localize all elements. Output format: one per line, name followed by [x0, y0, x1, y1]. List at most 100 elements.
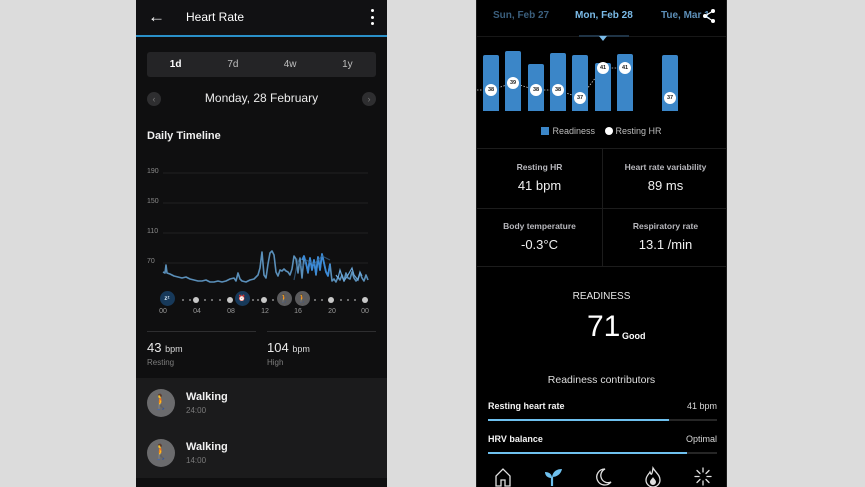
readiness-bar-chart: 38 39 38 38 37 41 41 37 [477, 40, 726, 115]
y-tick: 150 [147, 198, 159, 205]
readiness-rating: Good [622, 331, 646, 341]
resting-hr-point: 38 [552, 84, 564, 96]
heart-rate-summary: 43 bpm Resting 104 bpm High [147, 331, 376, 371]
walking-icon: 🚶 [147, 439, 175, 467]
bottom-tab-bar [477, 466, 726, 487]
high-label: High [267, 358, 284, 367]
metric-resting-hr[interactable]: Resting HR 41 bpm [477, 162, 602, 193]
readiness-bar[interactable] [483, 55, 499, 111]
x-tick: 04 [193, 308, 201, 315]
metric-hrv[interactable]: Heart rate variability 89 ms [603, 162, 726, 193]
sprout-icon[interactable] [543, 466, 563, 487]
tab-7d[interactable]: 7d [227, 59, 239, 70]
heart-rate-screen: ← Heart Rate 1d 7d 4w 1y Monday, 28 Febr… [136, 0, 387, 487]
section-title: Daily Timeline [147, 130, 221, 142]
contributor-hrv-balance[interactable]: HRV balance Optimal [488, 434, 717, 454]
tab-4w[interactable]: 4w [283, 59, 297, 70]
activity-list: 🚶 Walking 24:00 🚶 Walking 14:00 [136, 378, 387, 478]
contributor-progress [488, 452, 717, 454]
hour-dot [261, 297, 267, 303]
day-current[interactable]: Mon, Feb 28 [575, 10, 633, 21]
metric-label: Resting HR [516, 162, 563, 172]
activity-time: 14:00 [186, 456, 207, 465]
tick-dot [182, 299, 184, 301]
flame-icon[interactable] [643, 466, 663, 487]
legend-resting-hr: Resting HR [615, 126, 662, 136]
heart-rate-chart: 190 150 110 70 zᶻ [136, 160, 387, 320]
alarm-clock-icon[interactable]: ⏰ [234, 291, 250, 306]
readiness-bar[interactable] [595, 63, 611, 111]
metric-respiratory-rate[interactable]: Respiratory rate 13.1 /min [603, 221, 726, 252]
resting-hr-point: 41 [619, 62, 631, 74]
contributor-value: Optimal [685, 434, 717, 444]
current-date: Monday, 28 February [204, 91, 319, 105]
metric-body-temperature[interactable]: Body temperature -0.3°C [477, 221, 602, 252]
tick-dot [354, 299, 356, 301]
high-stat: 104 bpm High [267, 331, 376, 367]
legend-readiness: Readiness [552, 126, 595, 136]
resting-unit: bpm [165, 344, 183, 354]
resting-value: 43 [147, 340, 162, 355]
tick-dot [252, 299, 254, 301]
metric-label: Respiratory rate [632, 221, 699, 231]
readiness-swatch-icon [541, 127, 550, 135]
resting-hr-point: 38 [530, 84, 542, 96]
chevron-left-icon[interactable]: ‹ [147, 92, 161, 106]
tick-dot [314, 299, 316, 301]
readiness-bar[interactable] [550, 53, 566, 111]
walking-icon[interactable]: 🚶 [294, 291, 310, 306]
y-tick: 190 [147, 168, 159, 175]
high-value: 104 [267, 340, 289, 355]
walking-icon[interactable]: 🚶 [276, 291, 292, 306]
hour-dot [362, 297, 368, 303]
home-icon[interactable] [493, 466, 513, 487]
kebab-menu-icon[interactable] [369, 9, 375, 25]
metric-value: -0.3°C [521, 237, 558, 252]
tab-1d[interactable]: 1d [169, 59, 182, 70]
day-next[interactable]: Tue, Mar 1 [661, 10, 710, 21]
metrics-grid: Resting HR 41 bpm Heart rate variability… [477, 148, 726, 267]
contributor-value: 41 bpm [686, 401, 717, 411]
x-tick: 08 [227, 308, 235, 315]
chart-legend: Readiness Resting HR [477, 126, 726, 136]
tick-dot [321, 299, 323, 301]
resting-hr-swatch-icon [604, 127, 613, 135]
activity-time: 24:00 [186, 406, 207, 415]
arrow-left-icon[interactable]: ← [148, 7, 165, 26]
divider [602, 149, 603, 266]
moon-icon[interactable] [593, 466, 613, 487]
hour-dot [227, 297, 233, 303]
metric-value: 41 bpm [517, 178, 562, 193]
contributor-progress [488, 419, 717, 421]
metric-value: 13.1 /min [638, 237, 693, 252]
hour-dot [328, 297, 334, 303]
chevron-right-icon[interactable]: › [362, 92, 376, 106]
app-header: ← Heart Rate [136, 0, 387, 37]
contributor-name: HRV balance [488, 434, 543, 444]
contributors-title: Readiness contributors [547, 374, 656, 386]
activity-name: Walking [186, 391, 228, 403]
contributor-name: Resting heart rate [488, 401, 565, 411]
day-selector: Sun, Feb 27 Mon, Feb 28 Tue, Mar 1 [477, 10, 726, 26]
resting-hr-point: 38 [485, 84, 497, 96]
sparkle-icon[interactable] [693, 466, 713, 487]
tick-dot [272, 299, 274, 301]
range-tabs: 1d 7d 4w 1y [147, 52, 376, 77]
tick-dot [211, 299, 213, 301]
x-tick: 12 [261, 308, 269, 315]
hour-dot [193, 297, 199, 303]
share-icon[interactable] [702, 8, 716, 24]
readiness-score: 71 [587, 310, 621, 343]
activity-name: Walking [186, 441, 228, 453]
tick-dot [340, 299, 342, 301]
activity-item[interactable]: 🚶 Walking 24:00 [136, 378, 387, 428]
x-tick: 16 [294, 308, 302, 315]
resting-hr-point: 37 [574, 92, 586, 104]
tab-1y[interactable]: 1y [342, 59, 353, 70]
day-prev[interactable]: Sun, Feb 27 [493, 10, 550, 21]
activity-item[interactable]: 🚶 Walking 14:00 [136, 428, 387, 478]
contributor-resting-heart-rate[interactable]: Resting heart rate 41 bpm [488, 401, 717, 421]
sleep-marker-icon[interactable]: zᶻ [159, 291, 175, 306]
y-tick: 70 [147, 258, 155, 265]
